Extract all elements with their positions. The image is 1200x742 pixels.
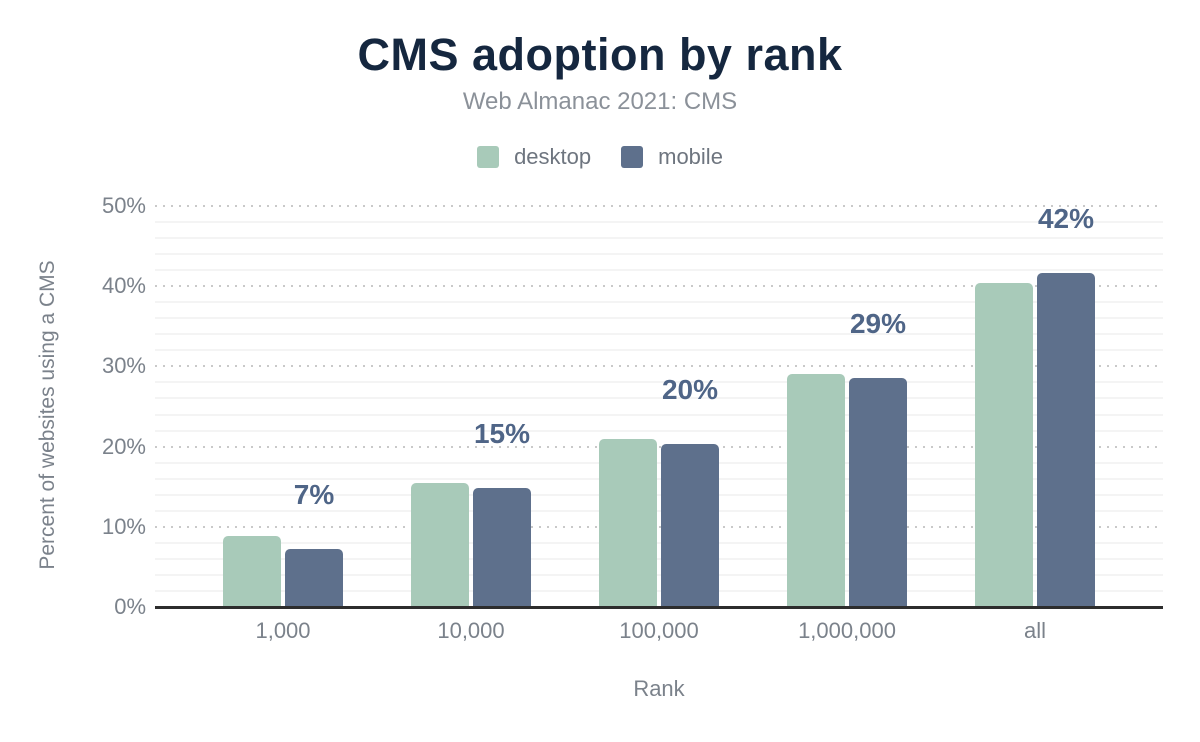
x-tick-1,000: 1,000 — [255, 618, 311, 643]
y-tick-0%: 0% — [114, 594, 146, 619]
bar-desktop-10,000[interactable] — [411, 483, 469, 607]
y-tick-30%: 30% — [101, 353, 146, 379]
gridline-minor-22 — [155, 429, 1163, 432]
gridline-minor-4 — [155, 573, 1163, 576]
gridline-minor-14 — [155, 493, 1163, 496]
x-tick-all: all — [1023, 618, 1046, 643]
legend: desktop mobile — [0, 143, 1200, 171]
gridline-minor-46 — [155, 237, 1163, 240]
gridline-minor-24 — [155, 413, 1163, 416]
gridline-minor-8 — [155, 541, 1163, 544]
y-tick-50%: 50% — [101, 193, 146, 218]
bar-mobile-1,000[interactable] — [285, 549, 343, 607]
bar-value-label-1,000,000: 29% — [849, 308, 907, 339]
legend-swatch-desktop-icon — [477, 146, 500, 168]
gridline-minor-38 — [155, 301, 1163, 304]
gridline-minor-28 — [155, 381, 1163, 384]
bar-mobile-1,000,000[interactable] — [849, 378, 907, 607]
legend-swatch-mobile-icon — [621, 146, 644, 168]
gridline-major-30 — [155, 365, 1163, 368]
bar-mobile-all[interactable] — [1037, 273, 1095, 607]
gridline-minor-6 — [155, 557, 1163, 560]
bar-value-label-all: 42% — [1037, 203, 1095, 234]
gridline-minor-12 — [155, 509, 1163, 512]
legend-item-desktop[interactable]: desktop — [477, 144, 591, 170]
legend-label-desktop: desktop — [514, 144, 592, 169]
gridline-minor-18 — [155, 461, 1163, 464]
x-axis-line — [155, 606, 1163, 609]
y-tick-40%: 40% — [101, 273, 146, 299]
gridline-minor-34 — [155, 333, 1163, 336]
bar-mobile-100,000[interactable] — [661, 444, 719, 607]
gridline-minor-48 — [155, 221, 1163, 224]
gridline-major-20 — [155, 445, 1163, 448]
gridline-minor-16 — [155, 477, 1163, 480]
x-tick-10,000: 10,000 — [437, 618, 505, 643]
bar-desktop-1,000[interactable] — [223, 536, 281, 607]
bar-desktop-100,000[interactable] — [599, 439, 657, 607]
bar-value-label-1,000: 7% — [293, 479, 335, 510]
legend-item-mobile[interactable]: mobile — [621, 144, 723, 170]
gridline-minor-44 — [155, 253, 1163, 256]
y-tick-10%: 10% — [101, 513, 146, 539]
gridline-minor-36 — [155, 317, 1163, 320]
bar-desktop-1,000,000[interactable] — [787, 374, 845, 607]
chart-title: CMS adoption by rank — [357, 29, 843, 80]
gridline-major-10 — [155, 525, 1163, 528]
x-tick-1,000,000: 1,000,000 — [798, 618, 896, 643]
gridline-minor-32 — [155, 349, 1163, 352]
bar-value-label-100,000: 20% — [661, 374, 719, 405]
gridline-minor-42 — [155, 269, 1163, 272]
x-axis-title: Rank — [633, 676, 685, 701]
gridline-major-50 — [155, 205, 1163, 207]
chart-subtitle: Web Almanac 2021: CMS — [462, 88, 738, 115]
gridline-minor-2 — [155, 589, 1163, 592]
bar-desktop-all[interactable] — [975, 283, 1033, 607]
y-tick-20%: 20% — [101, 433, 146, 459]
bar-mobile-10,000[interactable] — [473, 488, 531, 607]
legend-label-mobile: mobile — [658, 144, 723, 169]
gridline-minor-26 — [155, 397, 1163, 400]
bar-value-label-10,000: 15% — [473, 418, 531, 449]
x-tick-100,000: 100,000 — [619, 618, 699, 643]
gridline-major-40 — [155, 285, 1163, 288]
